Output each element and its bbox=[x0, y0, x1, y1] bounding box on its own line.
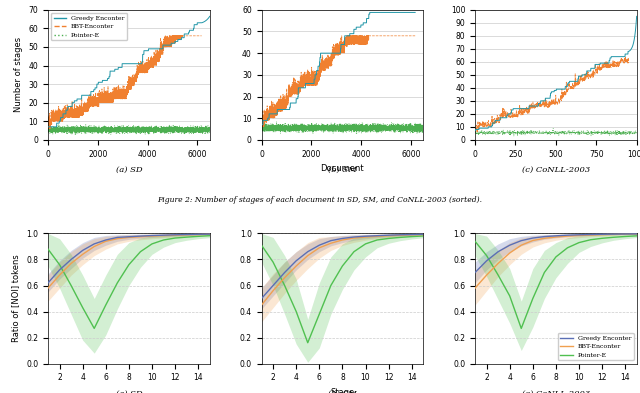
Text: (c) CoNLL-2003: (c) CoNLL-2003 bbox=[522, 166, 590, 174]
Y-axis label: Ratio of [NOI] tokens: Ratio of [NOI] tokens bbox=[12, 255, 20, 342]
X-axis label: Stage: Stage bbox=[330, 388, 355, 393]
Text: (a) SD: (a) SD bbox=[116, 389, 142, 393]
Text: (b) SM: (b) SM bbox=[328, 166, 357, 174]
X-axis label: Document: Document bbox=[321, 164, 364, 173]
Text: (a) SD: (a) SD bbox=[116, 166, 142, 174]
Legend: Greedy Enconter, BBT-Enconter, Pointer-E: Greedy Enconter, BBT-Enconter, Pointer-E bbox=[558, 333, 634, 360]
Text: (c) CoNLL-2003: (c) CoNLL-2003 bbox=[522, 389, 590, 393]
Y-axis label: Number of stages: Number of stages bbox=[14, 37, 23, 112]
Legend: Greedy Enconter, BBT-Enconter, Pointer-E: Greedy Enconter, BBT-Enconter, Pointer-E bbox=[51, 13, 127, 40]
Text: (b) SM: (b) SM bbox=[328, 389, 357, 393]
Text: Figure 2: Number of stages of each document in SD, SM, and CoNLL-2003 (sorted).: Figure 2: Number of stages of each docum… bbox=[157, 196, 483, 204]
